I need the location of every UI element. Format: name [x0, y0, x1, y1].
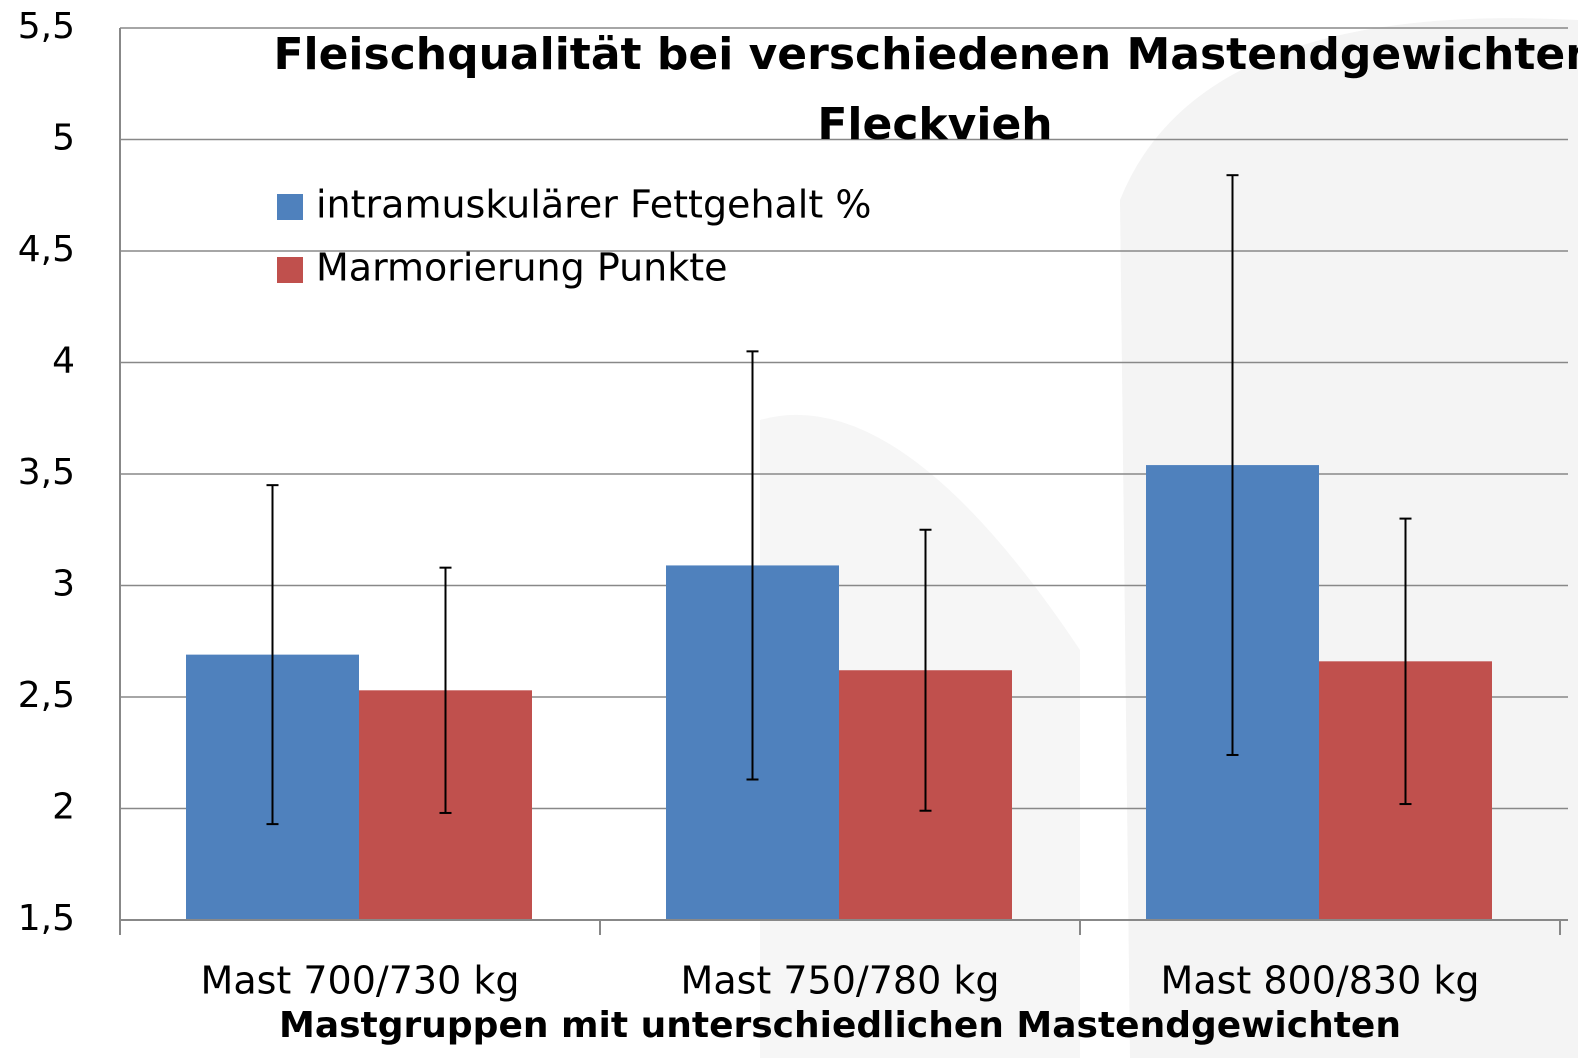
legend-label: intramuskulärer Fettgehalt % — [316, 183, 871, 227]
y-tick-label: 3,5 — [18, 452, 75, 493]
chart-subtitle: Fleckvieh — [817, 99, 1052, 150]
chart-title: Fleischqualität bei verschiedenen Masten… — [273, 29, 1578, 80]
error-bar — [1399, 517, 1412, 806]
error-bar — [1226, 174, 1239, 756]
y-tick-label: 4,5 — [18, 229, 75, 270]
y-tick-label: 1,5 — [18, 898, 75, 939]
y-tick-label: 3 — [52, 564, 75, 605]
y-tick-label: 4 — [52, 341, 75, 382]
legend-label: Marmorierung Punkte — [316, 246, 728, 290]
x-tick-label: Mast 700/730 kg — [201, 959, 520, 1003]
error-bar — [746, 350, 759, 781]
x-tick-label: Mast 800/830 kg — [1161, 959, 1480, 1003]
x-tick-label: Mast 750/780 kg — [681, 959, 1000, 1003]
error-bar — [439, 566, 452, 814]
error-bar — [919, 528, 932, 812]
x-axis-title: Mastgruppen mit unterschiedlichen Masten… — [279, 1005, 1401, 1046]
y-tick-label: 2 — [52, 787, 75, 828]
legend-swatch — [277, 257, 303, 283]
bars — [186, 174, 1492, 920]
y-tick-label: 2,5 — [18, 675, 75, 716]
y-tick-label: 5 — [52, 118, 75, 159]
error-bar — [266, 484, 279, 826]
y-tick-label: 5,5 — [18, 6, 75, 47]
legend-swatch — [277, 194, 303, 220]
